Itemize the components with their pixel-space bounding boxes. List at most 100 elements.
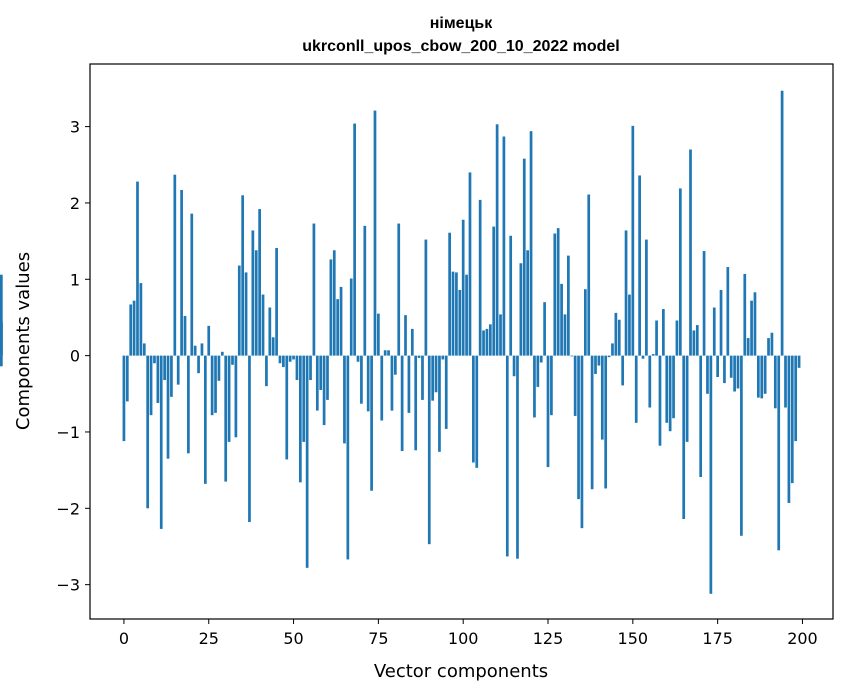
- bar-132: [570, 355, 574, 357]
- bar-2: [129, 304, 133, 356]
- bar-169: [695, 325, 699, 356]
- bar-95: [444, 355, 448, 429]
- bar-141: [600, 355, 604, 440]
- bar-61: [329, 259, 333, 356]
- bar-86: [414, 355, 418, 451]
- bar-151: [634, 355, 638, 423]
- bar-68: [353, 123, 356, 356]
- bar-73: [370, 355, 373, 491]
- bar-103: [472, 355, 475, 463]
- bar-70: [360, 355, 363, 404]
- bar-178: [726, 267, 730, 356]
- bar-6: [142, 343, 146, 356]
- bar-53: [302, 355, 306, 442]
- bar-26: [210, 355, 214, 416]
- bar-85: [410, 328, 414, 356]
- bar-90: [427, 355, 431, 545]
- bar-183: [743, 273, 747, 356]
- bar-106: [482, 330, 485, 356]
- bar-123: [539, 355, 543, 363]
- bar-130: [563, 314, 567, 356]
- bar-69: [356, 355, 360, 362]
- bar-66: [346, 355, 350, 560]
- bar-115: [512, 355, 516, 377]
- x-tick-label-75: 75: [368, 629, 388, 648]
- bar-181: [736, 355, 740, 389]
- x-tick-label-125: 125: [533, 629, 564, 648]
- bar-75: [377, 313, 380, 356]
- bar-88: [421, 355, 424, 400]
- bar-196: [787, 355, 791, 503]
- bar-15: [173, 174, 177, 356]
- bar-72: [366, 355, 370, 412]
- bar-131: [567, 255, 570, 356]
- bar-154: [645, 239, 648, 356]
- x-tick-label-100: 100: [448, 629, 479, 648]
- bar-64: [339, 286, 343, 356]
- bar-29: [220, 351, 224, 356]
- bar-21: [193, 345, 197, 356]
- bar-182: [740, 355, 743, 536]
- bar-124: [543, 302, 546, 356]
- bar-166: [685, 355, 689, 442]
- bar-191: [770, 332, 774, 356]
- bar-14: [170, 355, 173, 397]
- bar-4: [136, 181, 139, 356]
- bar-28: [217, 355, 221, 381]
- bar-167: [689, 149, 692, 356]
- bar-117: [519, 263, 523, 356]
- bar-49: [288, 355, 292, 362]
- x-tick-label-25: 25: [199, 629, 219, 648]
- bar-80: [393, 355, 397, 375]
- bar-10: [156, 355, 160, 403]
- bar-50: [292, 355, 295, 360]
- bar-45: [275, 247, 278, 356]
- bar-62: [332, 250, 336, 356]
- bar-108: [488, 324, 492, 356]
- bar-128: [556, 228, 560, 356]
- bar-149: [628, 294, 631, 356]
- bar-112: [502, 136, 506, 356]
- bar-173: [709, 355, 713, 594]
- bar-193: [777, 355, 781, 551]
- bar-188: [760, 355, 764, 399]
- bar-63: [336, 299, 340, 356]
- bar-105: [478, 199, 482, 356]
- y-tick-label--1: −1: [56, 423, 80, 442]
- bar-93: [438, 355, 441, 452]
- bar-46: [278, 355, 282, 364]
- bar-189: [763, 355, 767, 394]
- bar-30: [224, 355, 228, 482]
- bar-9: [153, 355, 156, 364]
- bar-94: [441, 355, 445, 360]
- bar-87: [417, 355, 421, 358]
- bar-57: [315, 355, 319, 411]
- bar-152: [638, 175, 641, 356]
- bar-83: [404, 315, 407, 356]
- y-tick-label--2: −2: [56, 499, 80, 518]
- bar-175: [716, 355, 719, 377]
- bar-163: [675, 320, 679, 356]
- bar-136: [583, 289, 587, 356]
- bar-171: [702, 251, 706, 356]
- bar-98: [455, 272, 458, 356]
- bar-159: [662, 309, 665, 356]
- bar-147: [621, 355, 625, 386]
- bar-55: [309, 355, 312, 381]
- bar-51: [295, 355, 299, 381]
- bar-35: [241, 195, 245, 356]
- bar-184: [746, 338, 750, 356]
- x-axis-label: Vector components: [374, 661, 548, 682]
- y-axis-label: Components values: [13, 252, 34, 430]
- bar-23: [200, 343, 204, 356]
- bar-165: [682, 355, 686, 519]
- bar-195: [784, 355, 787, 408]
- bar-96: [448, 232, 451, 356]
- bar-22: [197, 355, 200, 374]
- bar-40: [258, 209, 261, 356]
- bar-65: [343, 355, 346, 444]
- bar-194: [780, 90, 784, 356]
- bar-111: [499, 314, 502, 356]
- bar-107: [485, 328, 489, 356]
